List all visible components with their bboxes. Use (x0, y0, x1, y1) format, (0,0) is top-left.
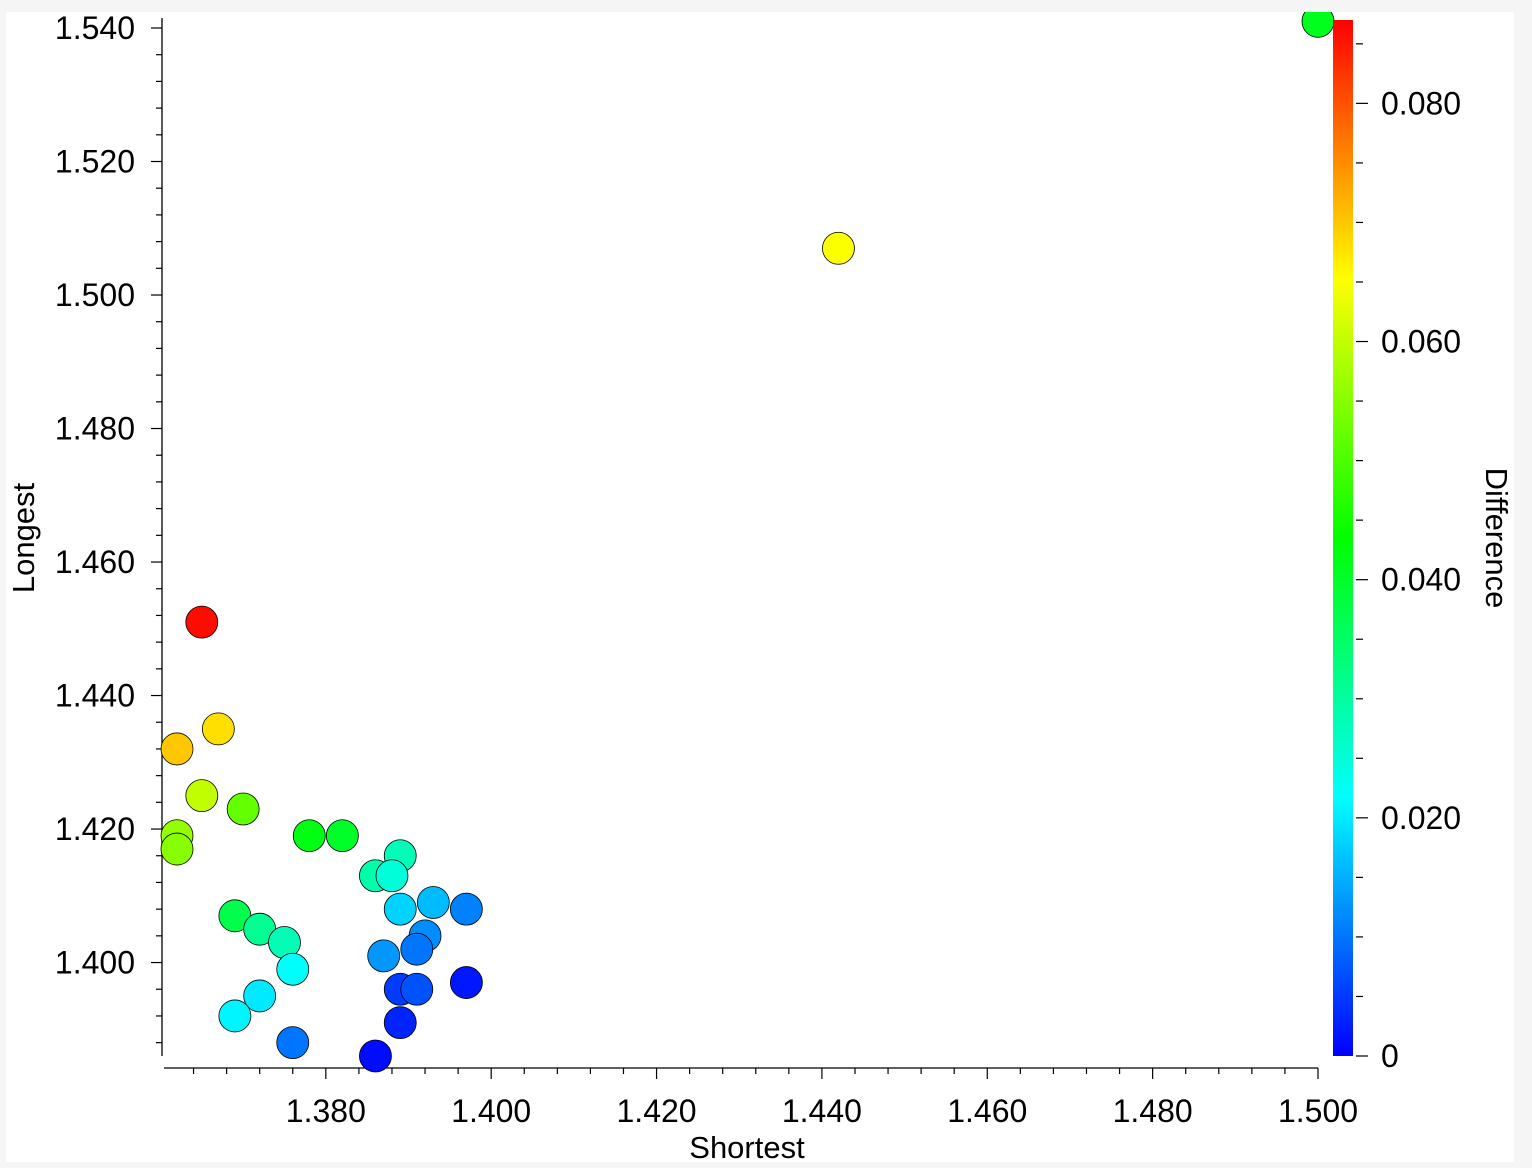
y-tick-label: 1.540 (55, 10, 135, 46)
x-tick-label: 1.420 (617, 1093, 697, 1129)
x-tick-label: 1.460 (947, 1093, 1027, 1129)
data-point (276, 1026, 310, 1060)
x-tick-label: 1.400 (451, 1093, 531, 1129)
x-tick-label: 1.380 (286, 1093, 366, 1129)
data-point (367, 939, 401, 973)
data-point (416, 886, 450, 919)
data-point (185, 605, 219, 639)
x-axis: 1.380 1.400 1.420 1.440 1.460 1.480 1.500 (164, 1067, 1358, 1129)
data-point (218, 999, 252, 1033)
data-point (243, 979, 277, 1013)
x-tick-label: 1.500 (1278, 1093, 1358, 1129)
colorbar-tick-label: 0.060 (1381, 324, 1461, 360)
colorbar-tick-label: 0.020 (1381, 800, 1461, 836)
y-tick-label: 1.440 (55, 678, 135, 714)
y-axis-title: Longest (6, 482, 41, 593)
y-tick-label: 1.460 (55, 544, 135, 580)
data-point (160, 832, 194, 866)
y-axis: 1.400 1.420 1.440 1.460 1.480 1.500 1.520 1.540 (55, 10, 163, 1056)
data-point (359, 1039, 392, 1073)
x-axis-title: Shortest (689, 1130, 805, 1165)
x-tick-label: 1.480 (1113, 1093, 1193, 1129)
y-tick-label: 1.520 (55, 144, 135, 180)
colorbar-gradient (1333, 20, 1353, 1056)
colorbar: 0 0.020 0.040 0.060 0.080 (1333, 20, 1461, 1074)
data-point (400, 932, 434, 966)
data-point (375, 859, 409, 893)
data-point (449, 966, 483, 999)
data-point (449, 892, 483, 926)
data-point (325, 819, 359, 853)
colorbar-title: Difference (1479, 468, 1514, 609)
data-point (276, 952, 310, 986)
data-point (226, 792, 260, 826)
data-point (292, 819, 326, 853)
y-tick-label: 1.480 (55, 411, 135, 447)
data-point (160, 732, 194, 766)
data-point (400, 972, 434, 1006)
colorbar-tick-label: 0.080 (1381, 85, 1461, 121)
data-point (383, 1006, 417, 1040)
x-tick-label: 1.440 (782, 1093, 862, 1129)
colorbar-tick-label: 0.040 (1381, 562, 1461, 598)
data-point (822, 231, 855, 265)
points-layer (160, 12, 1335, 1073)
y-tick-label: 1.420 (55, 811, 135, 847)
data-point (1301, 12, 1335, 38)
y-tick-label: 1.400 (55, 945, 135, 981)
data-point (383, 892, 417, 926)
y-tick-label: 1.500 (55, 277, 135, 313)
data-point (185, 779, 219, 813)
chart-frame (6, 12, 1514, 1162)
colorbar-tick-label: 0 (1381, 1038, 1399, 1074)
data-point (201, 712, 235, 746)
